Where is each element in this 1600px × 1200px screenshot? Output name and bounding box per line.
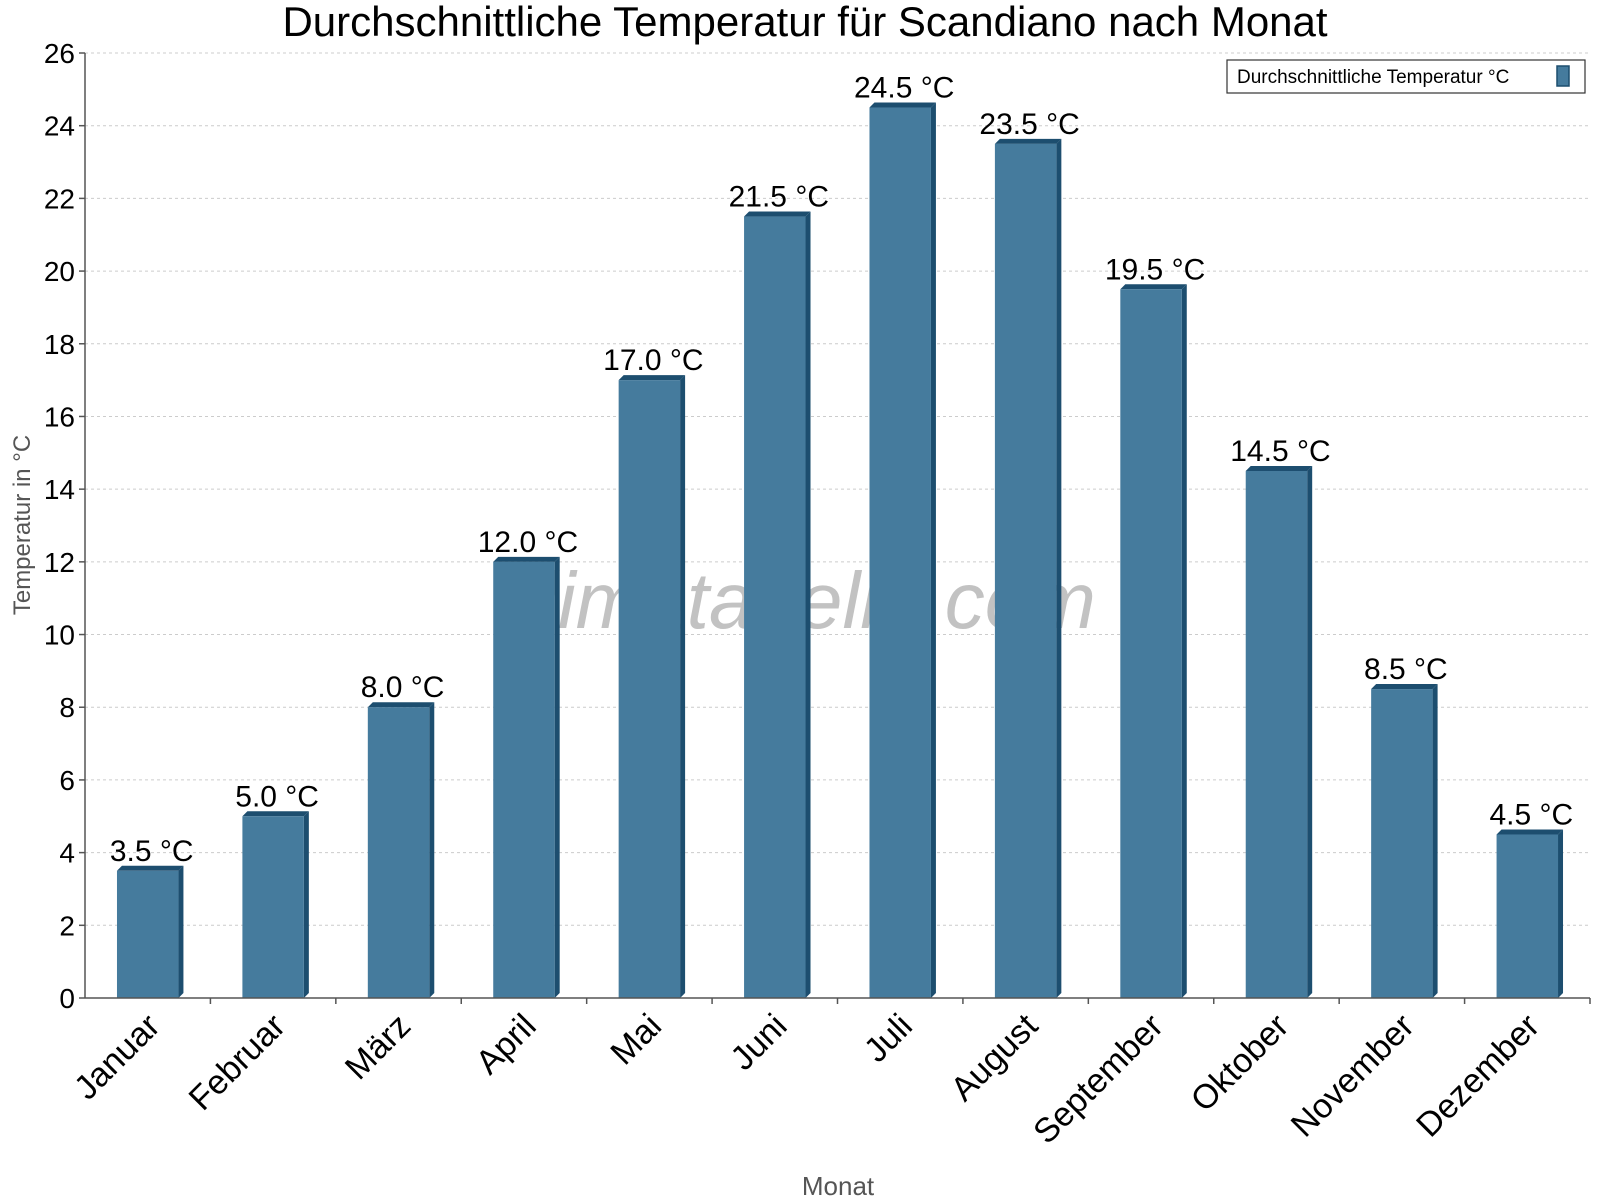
y-tick-label: 0 [59,983,75,1014]
data-labels: 3.5 °C 5.0 °C 8.0 °C 12.0 °C 17.0 °C 21.5 °C 2… [110,72,1573,868]
legend-swatch [1556,65,1570,87]
bar-top [618,375,686,381]
bar-top [1120,284,1187,290]
bars [116,102,1564,999]
x-tick-label: Januar [67,1007,167,1107]
x-tick-label: Juni [723,1007,794,1078]
bar-side [178,865,184,998]
legend: Durchschnittliche Temperatur °C [1226,59,1586,94]
data-label: 12.0 °C [478,526,578,559]
x-tick-label: Oktober [1184,1007,1296,1119]
bar [869,102,936,999]
legend-box [1226,59,1586,94]
bar-top [744,211,811,217]
x-axis-ticks: Januar Februar März April Mai Juni Juli AugustS… [67,998,1591,1151]
bar-face [994,143,1057,999]
data-label: 8.5 °C [1364,653,1448,686]
y-tick-label: 12 [44,547,75,578]
bar-side [303,811,309,998]
bar-top [1371,684,1438,690]
bar-face [367,707,430,998]
bar-side [429,702,435,998]
bar [1245,465,1313,998]
y-tick-label: 2 [59,910,75,941]
y-tick-label: 20 [44,256,75,287]
bar-top [869,102,936,108]
bar-face [493,561,555,998]
bar-face [242,816,304,998]
bar [1371,684,1438,998]
data-label: 4.5 °C [1489,798,1573,831]
y-tick-label: 4 [59,838,75,869]
bar-top [367,702,435,708]
data-label: 3.5 °C [110,835,194,868]
bar [618,375,686,999]
data-label: 24.5 °C [854,72,954,105]
data-label: 23.5 °C [979,108,1079,141]
data-label: 14.5 °C [1230,435,1330,468]
bar-top [242,811,309,817]
bar-face [618,380,681,999]
bar-side [1056,138,1062,999]
y-tick-label: 26 [44,38,75,69]
bar-face [1120,289,1182,998]
y-tick-label: 10 [44,620,75,651]
bar [1120,284,1187,998]
bar [242,811,309,998]
x-tick-label: November [1284,1007,1422,1145]
x-tick-label: Juli [857,1007,920,1070]
bar-side [1558,829,1564,998]
x-tick-label: Februar [182,1007,293,1118]
bar-side [1181,284,1187,998]
x-tick-label: Mai [603,1007,669,1073]
y-tick-label: 6 [59,765,75,796]
x-axis-label: Monat [802,1171,875,1200]
bar-face [1371,689,1433,998]
x-tick-label: Dezember [1409,1007,1547,1145]
bar-top [1496,829,1564,835]
bar [493,556,560,998]
bar [116,865,184,998]
x-tick-label: August [944,1006,1046,1108]
bar-face [116,870,179,998]
bar-top [1245,465,1313,471]
data-label: 19.5 °C [1105,253,1205,286]
grid-lines [85,52,1590,926]
x-tick-label: September [1026,1007,1170,1151]
bar [1496,829,1564,998]
bar-side [554,556,560,998]
bar-top [493,556,560,562]
bar [367,702,435,998]
y-tick-label: 18 [44,329,75,360]
x-tick-label: April [469,1007,544,1082]
y-axis-label: Temperatur in °C [9,435,36,615]
bar-side [1432,684,1438,998]
bar-face [1496,834,1559,998]
bar [994,138,1062,999]
bar-top [994,138,1062,144]
data-label: 21.5 °C [729,181,829,214]
y-tick-label: 8 [59,692,75,723]
legend-label: Durchschnittliche Temperatur °C [1237,67,1509,88]
bar-face [744,216,806,999]
bar-top [116,865,184,871]
bar-side [930,102,936,999]
data-label: 17.0 °C [603,344,703,377]
y-tick-label: 16 [44,401,75,432]
bar-side [680,375,686,999]
bar [744,211,811,999]
bar-face [1245,470,1308,998]
bar-face [869,107,931,999]
x-tick-label: März [338,1007,418,1087]
chart-title: Durchschnittliche Temperatur für Scandia… [282,0,1327,45]
bar-side [805,211,811,999]
bar-side [1307,465,1313,998]
data-label: 8.0 °C [361,671,445,704]
data-label: 5.0 °C [235,780,319,813]
y-tick-label: 14 [44,474,75,505]
y-tick-label: 22 [44,183,75,214]
y-tick-label: 24 [44,111,75,142]
